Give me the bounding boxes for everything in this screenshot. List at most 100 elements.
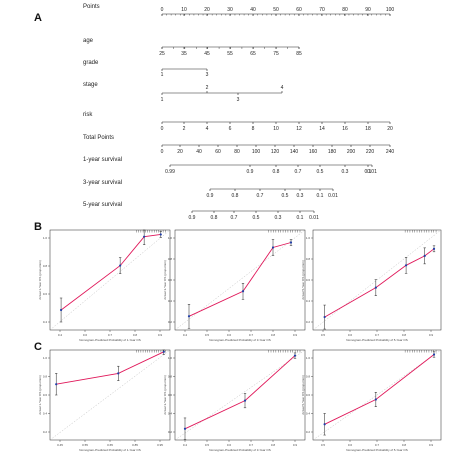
y-axis-label: Actual 1-Year OS (proportion) — [38, 260, 42, 299]
x-tick-label: 0.9 — [429, 443, 434, 447]
ideal-line — [49, 229, 171, 331]
nomogram-tick-label: 18 — [365, 126, 371, 132]
y-tick-label: 1.0 — [306, 236, 311, 240]
calibration-point — [187, 315, 191, 318]
calibration-point — [143, 235, 146, 238]
calibration-point — [271, 246, 275, 249]
x-tick-label: 0.9 — [293, 443, 298, 447]
nomogram-tick-label: 45 — [204, 51, 210, 57]
y-axis-label: Actual 5-Year OS (proportion) — [301, 260, 305, 299]
x-axis-label: Nomogram-Predicted Probability of 1-Year… — [79, 448, 140, 452]
calibration-point — [55, 383, 58, 386]
nomogram-tick-label: 2 — [183, 126, 186, 132]
nomogram-tick-label: 3 — [237, 97, 240, 103]
y-tick-label: 0.8 — [168, 375, 173, 379]
nomogram-tick-label: 85 — [296, 51, 302, 57]
nomogram-tick-label: 200 — [347, 149, 356, 155]
y-tick-label: 0.6 — [168, 278, 173, 282]
nomogram-tick-label: 0.5 — [282, 193, 289, 199]
y-tick-label: 0.4 — [306, 412, 311, 416]
x-tick-label: 0.6 — [348, 333, 353, 337]
nomogram-tick-label: 3 — [206, 72, 209, 78]
y-tick-label: 0.4 — [43, 320, 48, 324]
nomogram-tick-label: 50 — [273, 7, 279, 13]
calibration-plot: 0.5 0.6 0.7 0.8 0.9 0.2 0.4 0.6 0.8 1.0 Nomogram-P… — [301, 349, 442, 452]
x-tick-label: 0.5 — [321, 333, 326, 337]
calibration-plots: 0.4 0.6 0.7 0.8 0.9 0.4 0.6 0.8 1.0 Nomogram-Pred… — [38, 229, 442, 452]
nomogram-tick-label: 90 — [365, 7, 371, 13]
nomogram-tick-label: 0.3 — [275, 215, 282, 221]
x-tick-label: 0.9 — [293, 333, 298, 337]
panel-b-letter: B — [34, 221, 42, 233]
x-axis-label: Nomogram-Predicted Probability of 5-Year… — [346, 448, 407, 452]
y-axis-label: Actual 1-Year OS (proportion) — [38, 375, 42, 414]
calibration-plot: 0.45 0.55 0.65 0.85 0.95 0.2 0.4 0.6 0.8 1.0 Nomog… — [38, 349, 171, 452]
x-tick-label: 0.4 — [58, 333, 63, 337]
nomogram-tick-label: 0.1 — [365, 169, 372, 175]
x-tick-label: 0.8 — [402, 443, 407, 447]
x-tick-label: 0.8 — [133, 333, 138, 337]
y-tick-label: 0.8 — [43, 375, 48, 379]
calibration-line — [324, 248, 435, 318]
nomogram-tick-label: 0 — [161, 7, 164, 13]
nomogram-tick-label: 0.3 — [342, 169, 349, 175]
calibration-line — [184, 355, 296, 430]
x-tick-label: 0.55 — [82, 443, 88, 447]
nomogram-row-label: stage — [83, 82, 98, 88]
nomogram-tick-label: 140 — [290, 149, 299, 155]
y-tick-label: 0.2 — [168, 430, 173, 434]
nomogram-tick-label: 55 — [227, 51, 233, 57]
ideal-line — [312, 349, 442, 441]
nomogram-tick-label: 100 — [386, 7, 395, 13]
calibration-point — [293, 354, 297, 357]
nomogram-tick-label: 2 — [206, 85, 209, 91]
nomogram-row-label: 5-year survival — [83, 202, 122, 208]
y-tick-label: 0.6 — [43, 393, 48, 397]
x-tick-label: 0.6 — [83, 333, 88, 337]
y-tick-label: 1.0 — [168, 236, 173, 240]
y-tick-label: 0.8 — [306, 375, 311, 379]
nomogram-tick-label: 240 — [386, 149, 395, 155]
nomogram-tick-label: 70 — [319, 7, 325, 13]
nomogram-tick-label: 30 — [227, 7, 233, 13]
nomogram-tick-label: 6 — [229, 126, 232, 132]
calibration-point — [404, 264, 408, 267]
calibration-line — [56, 351, 164, 385]
calibration-point — [432, 353, 436, 356]
calibration-plot: 0.5 0.6 0.7 0.8 0.9 0.2 0.4 0.6 0.8 1.0 Nomogram-P… — [301, 229, 442, 342]
nomogram-tick-label: 16 — [342, 126, 348, 132]
nomogram-tick-label: 0.9 — [247, 169, 254, 175]
nomogram-tick-label: 0 — [161, 149, 164, 155]
ideal-line — [174, 349, 306, 441]
calibration-point — [374, 398, 377, 401]
nomogram-tick-label: 0.7 — [257, 193, 264, 199]
nomogram-tick-label: 160 — [309, 149, 318, 155]
nomogram-tick-label: 0.99 — [165, 169, 175, 175]
x-axis-label: Nomogram-Predicted Probability of 3-Year… — [209, 338, 270, 342]
calibration-line — [60, 233, 161, 311]
x-tick-label: 0.5 — [321, 443, 326, 447]
nomogram-tick-label: 0.01 — [309, 215, 319, 221]
x-tick-label: 0.95 — [157, 443, 163, 447]
y-tick-label: 0.8 — [306, 257, 311, 261]
ideal-line — [312, 229, 442, 331]
calibration-point — [323, 315, 326, 319]
x-tick-label: 0.7 — [249, 333, 254, 337]
nomogram-tick-label: 35 — [181, 51, 187, 57]
nomogram-tick-label: 60 — [296, 7, 302, 13]
y-tick-label: 0.8 — [168, 257, 173, 261]
nomogram-tick-label: 0 — [161, 126, 164, 132]
nomogram-tick-label: 12 — [296, 126, 302, 132]
nomogram-tick-label: 180 — [328, 149, 337, 155]
nomogram-tick-label: 0.3 — [297, 193, 304, 199]
y-tick-label: 0.4 — [306, 299, 311, 303]
calibration-point — [159, 233, 162, 236]
nomogram-tick-label: 14 — [319, 126, 325, 132]
nomogram-tick-label: 8 — [252, 126, 255, 132]
y-tick-label: 0.2 — [168, 320, 173, 324]
x-tick-label: 0.9 — [158, 333, 163, 337]
y-tick-label: 0.4 — [168, 299, 173, 303]
calibration-point — [289, 241, 293, 244]
y-tick-label: 1.0 — [43, 236, 48, 240]
